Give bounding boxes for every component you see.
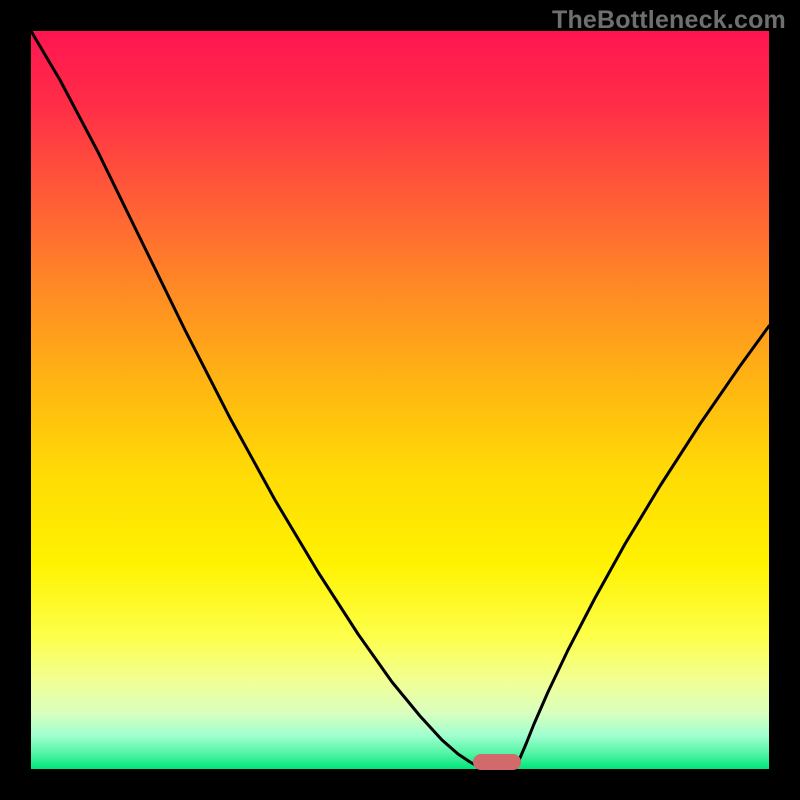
plot-area xyxy=(31,31,769,769)
chart-frame: TheBottleneck.com xyxy=(0,0,800,800)
bottleneck-curve xyxy=(31,31,769,769)
curve-path xyxy=(31,31,769,769)
watermark-text: TheBottleneck.com xyxy=(552,6,786,35)
optimum-marker xyxy=(473,754,521,770)
